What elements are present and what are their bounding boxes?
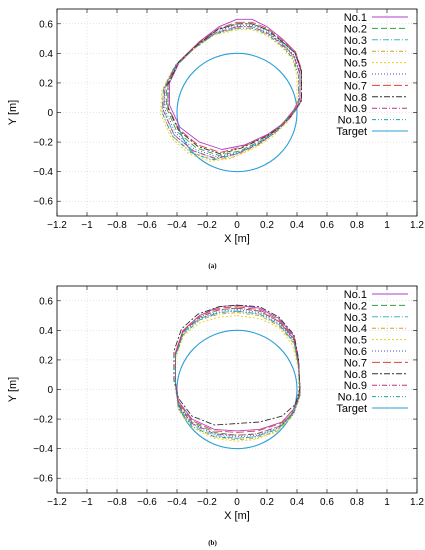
y-tick-label: 0: [47, 385, 53, 396]
y-tick-label: 0.2: [39, 355, 53, 366]
x-tick-label: 1.2: [410, 220, 424, 231]
x-tick-label: −0.8: [107, 220, 127, 231]
legend-label: No.3: [344, 35, 367, 47]
series-line-9: [163, 26, 301, 159]
series-line-10: [161, 27, 299, 161]
legend-label: No.2: [344, 300, 367, 312]
caption-b-text: (b): [208, 539, 217, 547]
chart-panel-b: −1.2 −1 −0.8 −0.6 −0.4 −0.2 0 0.2 0.4 0.6 0.8 1 1.2 −…: [0, 277, 425, 535]
y-tick-label: −0.4: [33, 444, 53, 455]
x-tick-label: −0.6: [137, 497, 157, 508]
legend-label: No.10: [338, 392, 367, 404]
x-tick-label: −0.4: [167, 497, 187, 508]
x-tick-label: −0.4: [167, 220, 187, 231]
x-tick-label: 0.8: [350, 497, 364, 508]
x-tick-label: −0.8: [107, 497, 127, 508]
y-tick-label: 0: [47, 108, 53, 119]
series-line-4: [175, 312, 301, 441]
x-tick-label: −1.2: [47, 220, 67, 231]
legend-label: No.1: [344, 12, 367, 24]
legend-label: No.2: [344, 23, 367, 35]
legend-label: No.9: [344, 380, 367, 392]
series-line-9: [175, 307, 301, 436]
legend-label: Target: [336, 126, 367, 138]
legend-label: No.5: [344, 335, 367, 347]
y-tick-label: −0.4: [33, 167, 53, 178]
series-line-5: [160, 29, 298, 162]
series-line-4: [161, 27, 299, 161]
caption-b: (b): [0, 539, 425, 547]
legend-label: No.5: [344, 58, 367, 70]
x-tick-label: −0.2: [197, 497, 217, 508]
x-tick-label: −1: [81, 220, 93, 231]
x-tick-label: 1: [384, 497, 390, 508]
x-tick-label: −1.2: [47, 497, 67, 508]
y-tick-label: −0.2: [33, 415, 53, 426]
x-tick-label: 0.2: [260, 497, 274, 508]
chart-panel-a: −1.2 −1 −0.8 −0.6 −0.4 −0.2 0 0.2 0.4 0.6 0.8 1 1.2 −…: [0, 0, 425, 258]
legend-label: No.7: [344, 80, 367, 92]
legend-label: No.1: [344, 289, 367, 301]
series-line-10: [175, 310, 301, 439]
legend-label: Target: [336, 403, 367, 415]
plot-area: [173, 304, 301, 450]
series-line-7: [175, 306, 301, 433]
y-axis-label: Y [m]: [7, 377, 19, 402]
legend-label: No.4: [344, 46, 367, 58]
y-tick-label: 0.4: [39, 49, 53, 60]
legend-label: No.7: [344, 357, 367, 369]
x-tick-label: 0.6: [320, 497, 334, 508]
legend-label: No.6: [344, 346, 367, 358]
legend-label: No.8: [344, 92, 367, 104]
series-line-3: [163, 26, 301, 159]
x-tick-label: 1: [384, 220, 390, 231]
legend-label: No.9: [344, 103, 367, 115]
legend-label: No.3: [344, 312, 367, 324]
x-tick-label: −1: [81, 497, 93, 508]
y-tick-label: 0.6: [39, 296, 53, 307]
x-tick-label: 0.4: [290, 497, 304, 508]
legend-label: No.8: [344, 369, 367, 381]
plot-area: [160, 18, 302, 173]
caption-a-text: (a): [208, 262, 217, 270]
y-tick-label: −0.6: [33, 197, 53, 208]
y-tick-label: 0.2: [39, 78, 53, 89]
y-tick-label: −0.2: [33, 138, 53, 149]
x-tick-label: −0.2: [197, 220, 217, 231]
x-tick-label: −0.6: [137, 220, 157, 231]
x-tick-label: 1.2: [410, 497, 424, 508]
x-tick-label: 0: [234, 497, 240, 508]
y-tick-label: 0.4: [39, 326, 53, 337]
target-circle: [176, 52, 298, 173]
x-tick-label: 0.8: [350, 220, 364, 231]
y-axis-label: Y [m]: [7, 100, 19, 125]
x-axis-label: X [m]: [224, 233, 250, 245]
y-tick-label: −0.6: [33, 474, 53, 485]
series-line-8: [167, 23, 302, 155]
caption-a: (a): [0, 262, 425, 270]
legend-label: No.10: [338, 115, 367, 127]
y-tick-label: 0.6: [39, 19, 53, 30]
legend-label: No.4: [344, 323, 367, 335]
x-tick-label: 0.2: [260, 220, 274, 231]
x-tick-label: 0.6: [320, 220, 334, 231]
legend-label: No.6: [344, 69, 367, 81]
trajectory-chart-b: −1.2 −1 −0.8 −0.6 −0.4 −0.2 0 0.2 0.4 0.6 0.8 1 1.2 −…: [7, 285, 424, 522]
series-line-6: [164, 24, 301, 158]
x-tick-label: 0: [234, 220, 240, 231]
trajectory-chart-a: −1.2 −1 −0.8 −0.6 −0.4 −0.2 0 0.2 0.4 0.6 0.8 1 1.2 −…: [7, 8, 424, 245]
x-axis-label: X [m]: [224, 510, 250, 522]
x-tick-label: 0.4: [290, 220, 304, 231]
